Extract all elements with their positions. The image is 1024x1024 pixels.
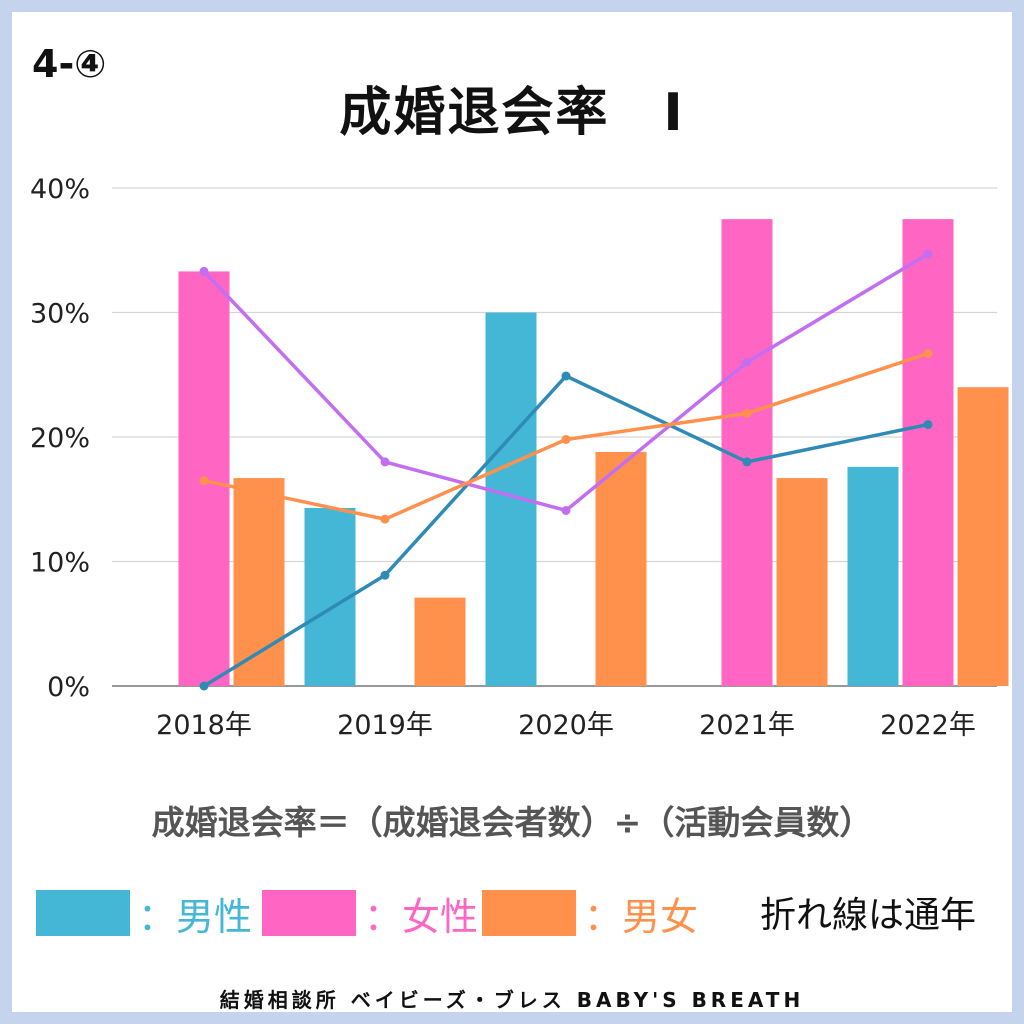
line-point bbox=[742, 408, 752, 418]
line-point bbox=[742, 457, 752, 467]
bar-both bbox=[595, 451, 647, 686]
line-point bbox=[561, 434, 571, 444]
y-tick-label: 20% bbox=[30, 423, 90, 454]
legend-swatch-both bbox=[482, 890, 576, 936]
formula-text: 成婚退会率＝（成婚退会者数）÷（活動会員数） bbox=[151, 803, 873, 842]
line-point bbox=[199, 266, 209, 276]
legend-label-male: ：男性 bbox=[138, 895, 253, 939]
line-point bbox=[380, 570, 390, 580]
line-series-female bbox=[202, 252, 929, 513]
bar-male bbox=[847, 466, 899, 686]
line-point bbox=[199, 476, 209, 486]
x-tick-label: 2019年 bbox=[337, 710, 433, 741]
legend-label-female: ：女性 bbox=[364, 895, 479, 939]
line-point bbox=[380, 514, 390, 524]
x-tick-label: 2022年 bbox=[880, 710, 976, 741]
y-tick-label: 0% bbox=[47, 672, 90, 703]
line-point bbox=[923, 249, 933, 259]
line-point bbox=[923, 420, 933, 430]
line-point bbox=[561, 505, 571, 515]
x-tick-label: 2020年 bbox=[518, 710, 614, 741]
card: 4-④ 成婚退会率 Ⅰ 0% 10% 20% 30% 40% 2018年 2019年 2020… bbox=[12, 12, 1012, 1012]
line-point bbox=[199, 681, 209, 691]
bar-both bbox=[414, 597, 466, 686]
y-tick-label: 40% bbox=[30, 174, 90, 205]
line-point bbox=[380, 457, 390, 467]
legend-swatch-female bbox=[262, 890, 356, 936]
footer-brand: 結婚相談所 ベイビーズ・ブレス BABY'S BREATH bbox=[219, 988, 805, 1012]
bar-both bbox=[776, 478, 828, 686]
bar-both bbox=[957, 387, 1009, 686]
line-point bbox=[923, 349, 933, 359]
section-number: 4-④ bbox=[32, 42, 107, 86]
y-tick-label: 30% bbox=[30, 299, 90, 330]
bar-female bbox=[902, 219, 954, 686]
x-tick-label: 2018年 bbox=[156, 710, 252, 741]
bar-both bbox=[233, 478, 285, 686]
line-point bbox=[742, 357, 752, 367]
x-tick-label: 2021年 bbox=[699, 710, 795, 741]
chart-title: 成婚退会率 Ⅰ bbox=[339, 83, 685, 143]
chart-area: 0% 10% 20% 30% 40% 2018年 2019年 2020年 2021年 2022年 bbox=[30, 174, 1009, 741]
line-point bbox=[561, 371, 571, 381]
y-tick-label: 10% bbox=[30, 548, 90, 579]
legend-label-both: ：男女 bbox=[584, 895, 699, 939]
legend-swatch-male bbox=[36, 890, 130, 936]
line-note: 折れ線は通年 bbox=[760, 895, 977, 936]
